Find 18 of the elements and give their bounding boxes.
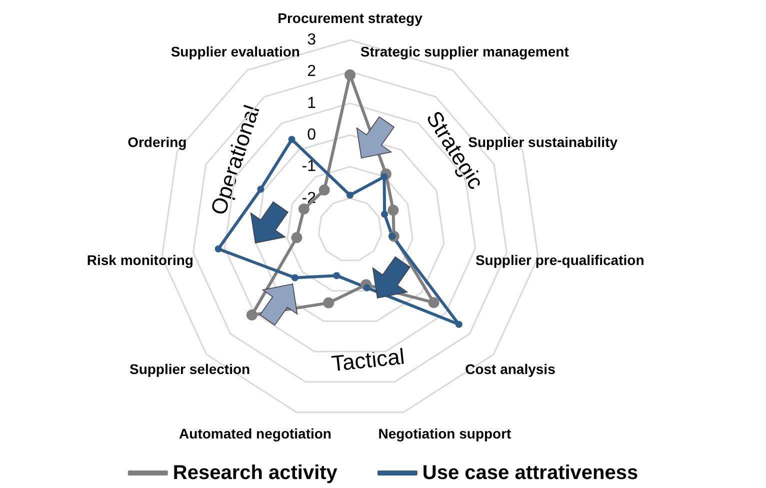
spoke-label: Automated negotiation [179,425,332,442]
spoke-label: Procurement strategy [278,10,423,26]
spoke-label: Risk monitoring [86,252,194,268]
spoke-label: Supplier evaluation [170,44,300,60]
text: Tactical [330,344,406,376]
spoke-label: Negotiation support [378,425,512,442]
y-tick-label: 0 [307,126,316,144]
y-tick-label: 2 [307,63,316,80]
y-tick-label: 3 [307,32,316,48]
legend-label: Research activity [172,462,338,484]
spoke-label: Strategic supplier management [360,44,570,60]
spoke-label: Supplier selection [129,360,250,377]
legend-label: Use case attrativeness [422,462,638,484]
y-tick-label: -1 [302,158,316,176]
y-tick-label: 1 [307,94,316,112]
spoke-label: Supplier pre-qualification [475,252,644,268]
spoke-label: Ordering [128,134,187,150]
spoke-label: Cost analysis [465,360,556,377]
